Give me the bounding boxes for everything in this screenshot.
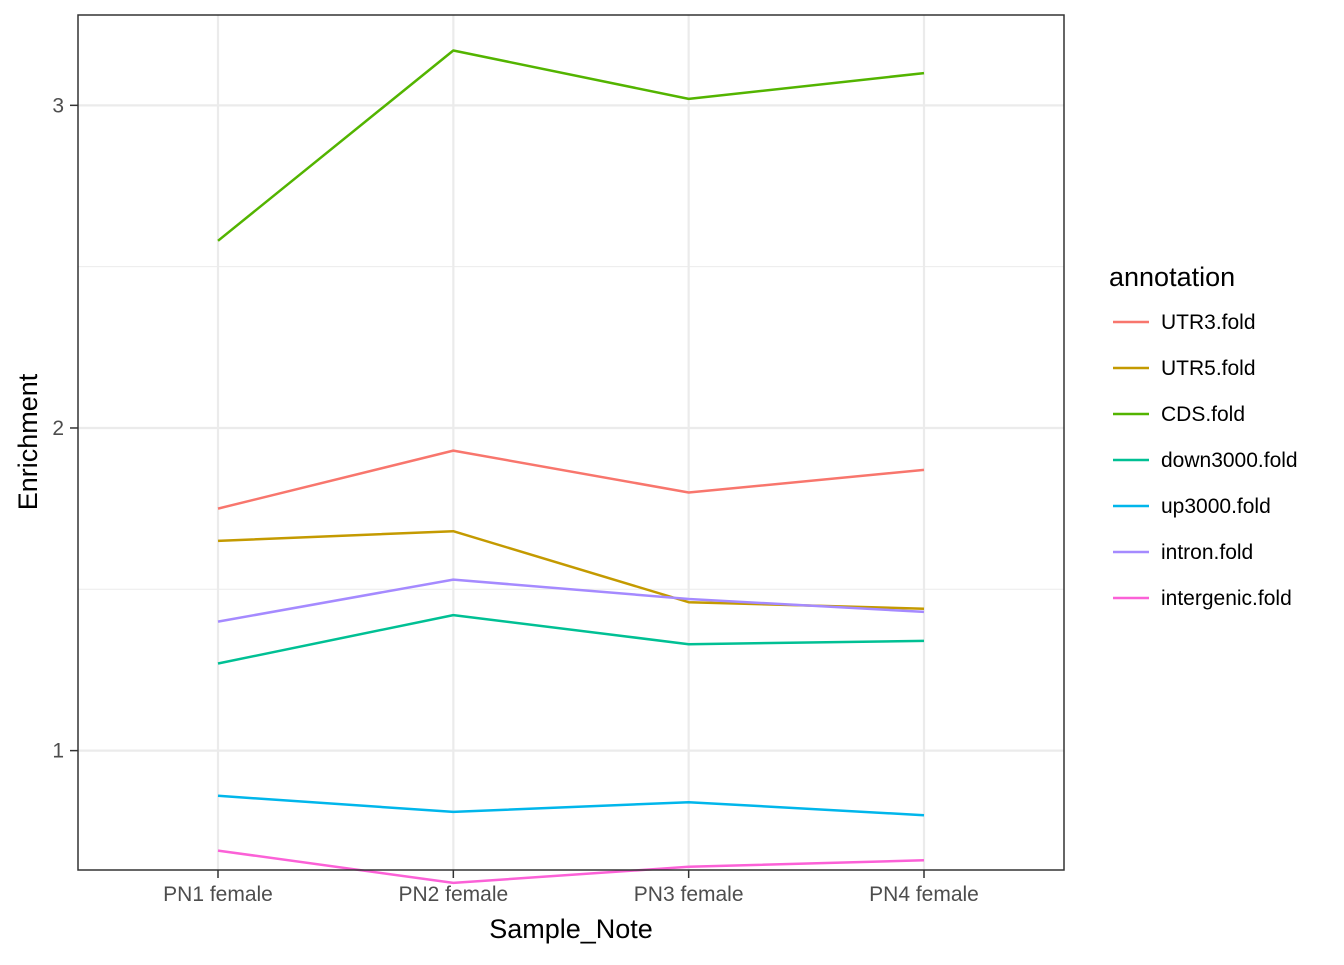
series-line-utr3-fold (217, 449, 925, 510)
legend-label: intron.fold (1161, 541, 1253, 564)
legend-label: UTR5.fold (1161, 357, 1256, 380)
legend-label: down3000.fold (1161, 449, 1298, 472)
legend-item: intron.fold (1113, 541, 1253, 564)
legend-item: UTR5.fold (1113, 357, 1256, 380)
legend-title: annotation (1109, 262, 1235, 292)
legend: annotation UTR3.fold UTR5.fold CDS.fold dow… (1109, 262, 1298, 610)
legend-label: CDS.fold (1161, 403, 1245, 426)
y-axis-title: Enrichment (13, 373, 43, 510)
series-line-cds-fold (217, 49, 925, 242)
y-tick-label: 3 (52, 94, 64, 117)
series-line-intergenic-fold (217, 849, 925, 885)
legend-item: CDS.fold (1113, 403, 1245, 426)
x-axis-title: Sample_Note (489, 914, 653, 944)
x-tick-label: PN4 female (869, 883, 979, 906)
y-tick-label: 2 (52, 417, 64, 440)
legend-item: down3000.fold (1113, 449, 1298, 472)
legend-item: intergenic.fold (1113, 587, 1292, 610)
x-tick-label: PN3 female (634, 883, 744, 906)
plot-border (77, 14, 1065, 871)
legend-label: intergenic.fold (1161, 587, 1292, 610)
series-line-up3000-fold (217, 794, 925, 817)
major-gridlines (78, 15, 1064, 870)
x-tick-label: PN2 female (398, 883, 508, 906)
plot-background (78, 15, 1064, 870)
legend-item: UTR3.fold (1113, 311, 1256, 334)
x-tick-label: PN1 female (163, 883, 273, 906)
y-axis-ticks: 1 2 3 (52, 94, 78, 763)
legend-label: up3000.fold (1161, 495, 1271, 518)
legend-items: UTR3.fold UTR5.fold CDS.fold down3000.fold u… (1113, 311, 1298, 610)
series-lines (217, 49, 925, 885)
series-line-intron-fold (217, 578, 925, 623)
series-line-down3000-fold (217, 613, 925, 665)
legend-label: UTR3.fold (1161, 311, 1256, 334)
x-axis-ticks: PN1 female PN2 female PN3 female PN4 female (163, 870, 979, 906)
legend-item: up3000.fold (1113, 495, 1271, 518)
y-tick-label: 1 (52, 740, 64, 763)
